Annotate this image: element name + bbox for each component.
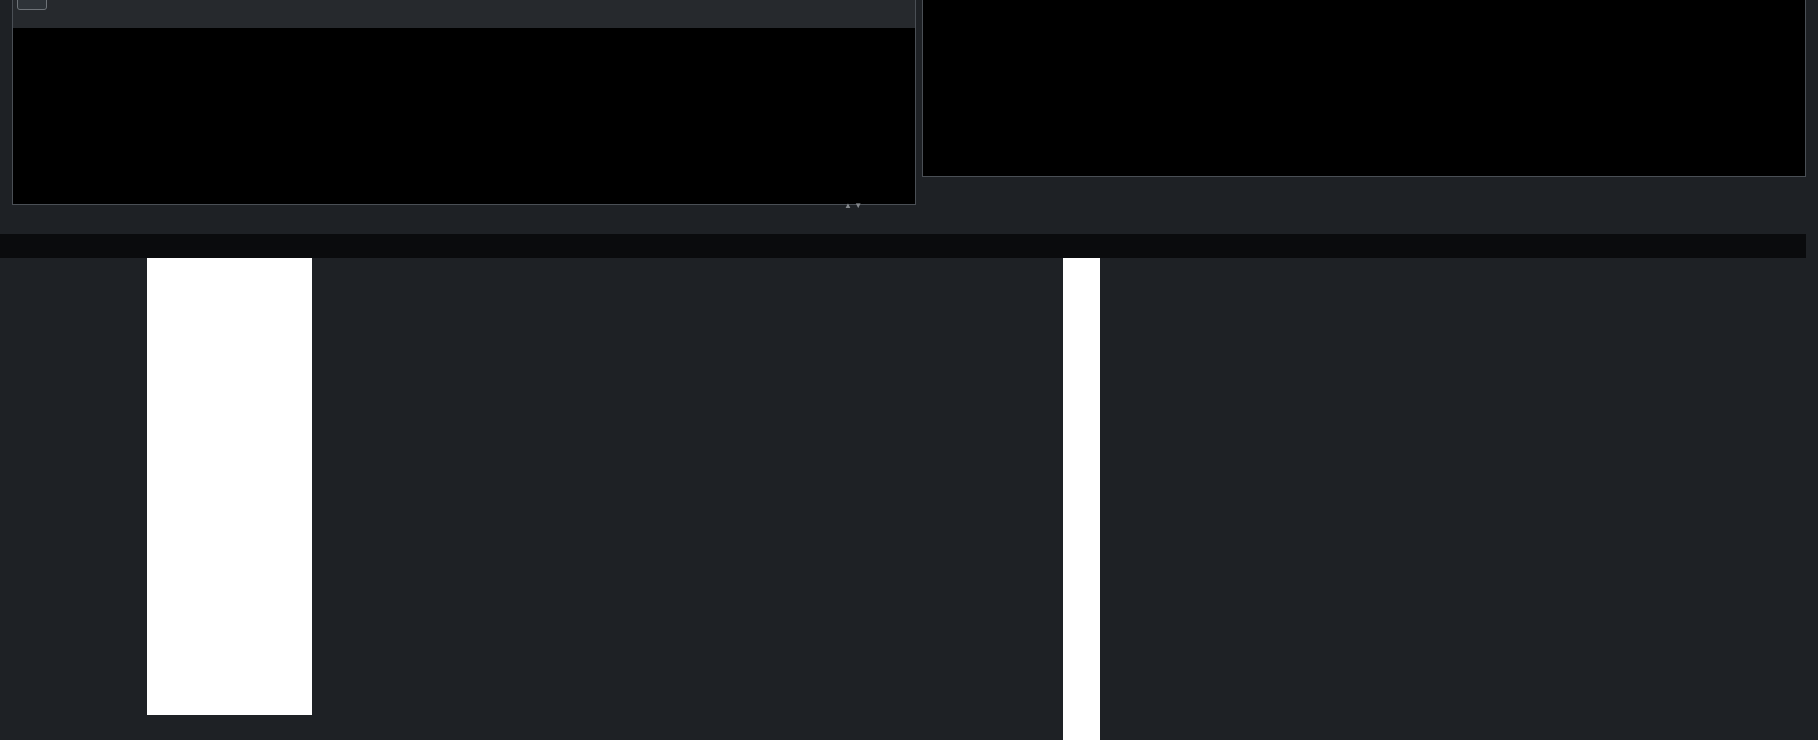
table-header-row: [0, 234, 1806, 258]
events-table: [0, 234, 1806, 740]
redaction-box-dest-ip: [1063, 258, 1100, 740]
best-port-panel: ▲ ▼: [12, 0, 916, 210]
pie-leader-lines: [923, 0, 1806, 177]
pie-panel: [922, 0, 1806, 177]
legend-page-up-icon[interactable]: ▲: [844, 201, 852, 210]
legend-page-down-icon[interactable]: ▼: [854, 201, 863, 210]
bar-chart: ▲ ▼: [13, 28, 915, 210]
bar-chart-bars: [13, 70, 863, 193]
legend-pager: ▲ ▼: [844, 200, 862, 210]
best-port-button[interactable]: [17, 0, 47, 10]
redaction-box-device: [147, 258, 312, 715]
